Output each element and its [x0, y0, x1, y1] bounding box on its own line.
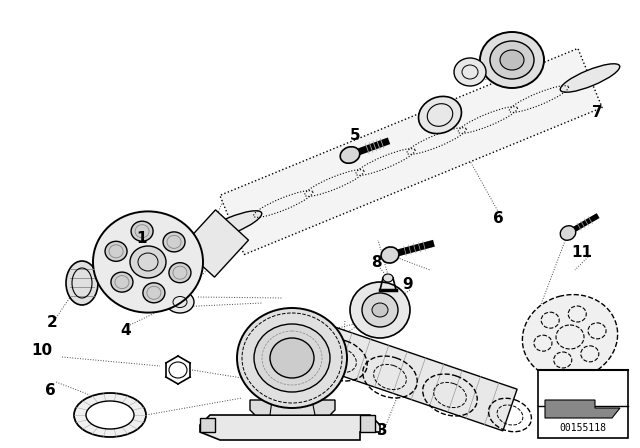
Polygon shape [360, 415, 375, 432]
Ellipse shape [340, 147, 360, 163]
Ellipse shape [372, 303, 388, 317]
Ellipse shape [350, 282, 410, 338]
Ellipse shape [169, 263, 191, 283]
Ellipse shape [202, 211, 262, 239]
Text: 7: 7 [592, 104, 602, 120]
Text: 10: 10 [31, 343, 52, 358]
Text: 2: 2 [47, 314, 58, 329]
Ellipse shape [143, 283, 165, 303]
Ellipse shape [166, 291, 194, 313]
Polygon shape [200, 418, 215, 432]
Ellipse shape [500, 50, 524, 70]
Bar [538, 370, 628, 438]
Polygon shape [283, 314, 517, 431]
Ellipse shape [454, 58, 486, 86]
Text: 11: 11 [572, 245, 593, 259]
Polygon shape [182, 210, 248, 277]
Ellipse shape [270, 338, 314, 378]
Ellipse shape [74, 393, 146, 437]
Ellipse shape [560, 226, 576, 240]
Text: 6: 6 [45, 383, 56, 397]
Ellipse shape [362, 293, 398, 327]
Ellipse shape [480, 32, 544, 88]
Text: 4: 4 [121, 323, 131, 337]
Polygon shape [250, 400, 335, 415]
Ellipse shape [560, 64, 620, 92]
Ellipse shape [111, 272, 133, 292]
Text: 1: 1 [137, 231, 147, 246]
Polygon shape [545, 400, 620, 418]
Ellipse shape [93, 211, 203, 313]
Ellipse shape [86, 401, 134, 429]
Text: 9: 9 [403, 276, 413, 292]
Text: 00155118: 00155118 [559, 423, 607, 433]
Ellipse shape [522, 295, 618, 379]
Ellipse shape [490, 41, 534, 79]
Text: 6: 6 [493, 211, 504, 225]
Ellipse shape [419, 96, 461, 134]
Ellipse shape [105, 241, 127, 261]
Text: 5: 5 [349, 128, 360, 142]
Ellipse shape [130, 246, 166, 278]
Ellipse shape [163, 232, 185, 252]
Ellipse shape [131, 221, 153, 241]
Ellipse shape [254, 324, 330, 392]
Ellipse shape [383, 274, 393, 282]
Ellipse shape [66, 261, 98, 305]
Polygon shape [270, 400, 315, 415]
Text: 3: 3 [377, 422, 387, 438]
Text: 8: 8 [371, 254, 381, 270]
Ellipse shape [381, 247, 399, 263]
Polygon shape [200, 415, 380, 440]
Polygon shape [220, 48, 602, 254]
Ellipse shape [237, 308, 347, 408]
